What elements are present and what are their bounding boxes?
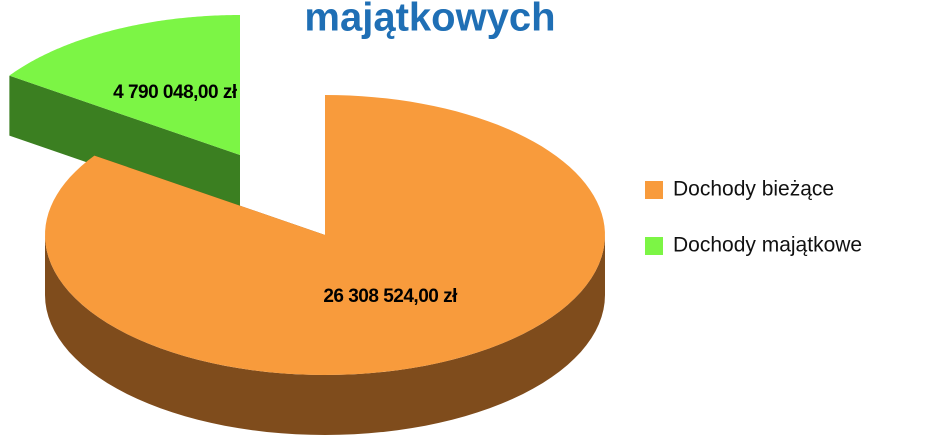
chart-title: majątkowych: [304, 0, 555, 40]
slice-side: [45, 235, 605, 435]
legend-label: Dochody bieżące: [673, 178, 834, 201]
pie: [9, 15, 605, 435]
data-label: 26 308 524,00 zł: [323, 286, 458, 307]
data-label: 4 790 048,00 zł: [113, 82, 238, 103]
legend-swatch: [645, 181, 663, 199]
slice: [45, 95, 605, 375]
legend-label: Dochody majątkowe: [673, 234, 862, 257]
legend-swatch: [645, 237, 663, 255]
slice-cut-face: [9, 75, 240, 215]
slice: [9, 15, 240, 155]
